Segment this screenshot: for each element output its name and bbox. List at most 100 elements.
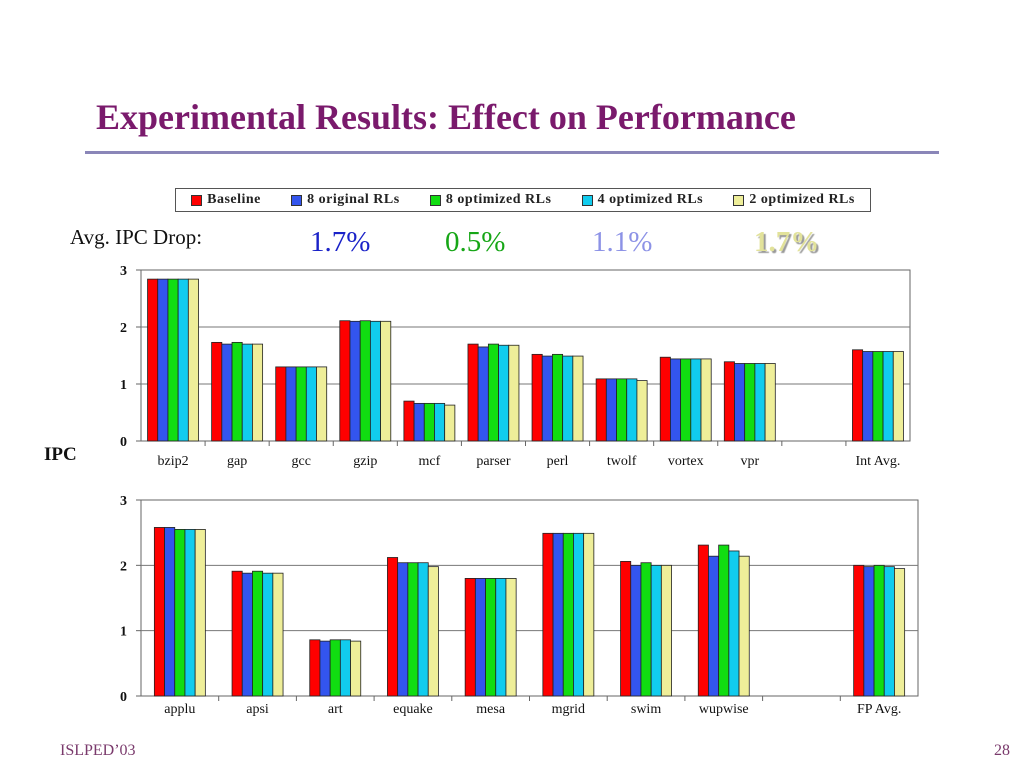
bar	[505, 578, 517, 697]
bar	[697, 544, 709, 697]
bar	[329, 639, 341, 697]
legend-label: 4 optimized RLs	[597, 192, 704, 207]
title-divider	[85, 151, 939, 154]
x-tick-label: vpr	[740, 454, 759, 469]
legend-label: 8 optimized RLs	[445, 192, 552, 207]
x-tick-label: gzip	[353, 454, 377, 469]
legend-item-2-optimized: 2 optimized RLs	[733, 192, 855, 208]
legend-item-8-original: 8 original RLs	[291, 192, 400, 208]
x-tick-label: perl	[547, 454, 569, 469]
bar	[636, 380, 648, 442]
x-tick-label: applu	[164, 702, 195, 717]
y-tick-label: 3	[120, 494, 127, 509]
bar	[467, 343, 479, 442]
legend-swatch	[191, 194, 203, 206]
bar	[605, 378, 617, 442]
bar	[241, 343, 253, 442]
x-tick-label: swim	[631, 702, 661, 717]
bar	[562, 532, 574, 697]
bar	[728, 550, 740, 697]
bar	[174, 529, 186, 697]
legend-swatch	[733, 194, 745, 206]
legend-label: 8 original RLs	[307, 192, 400, 207]
bar	[723, 361, 735, 442]
bar	[427, 566, 439, 697]
bar	[853, 564, 865, 697]
bar	[542, 532, 554, 697]
bar	[872, 351, 884, 442]
bar	[572, 355, 584, 442]
bar	[852, 349, 864, 442]
bar	[444, 404, 456, 442]
y-tick-label: 3	[120, 264, 127, 279]
bar	[892, 351, 904, 442]
chart-legend: Baseline 8 original RLs 8 optimized RLs …	[175, 188, 871, 212]
x-tick-label: parser	[476, 454, 511, 469]
bar	[734, 363, 746, 442]
bar	[640, 562, 652, 697]
bar	[883, 566, 895, 697]
bar	[541, 355, 553, 442]
x-tick-label: bzip2	[157, 454, 188, 469]
bar	[272, 572, 284, 697]
bar	[164, 527, 176, 697]
bar	[863, 566, 875, 697]
bar	[359, 320, 371, 442]
x-tick-label: art	[328, 702, 343, 717]
bar	[305, 366, 317, 442]
x-tick-label: mcf	[418, 454, 440, 469]
bar	[690, 358, 702, 442]
bar	[498, 344, 510, 442]
bar	[167, 278, 179, 442]
bar	[316, 366, 328, 442]
bar	[262, 572, 274, 697]
legend-swatch	[429, 194, 441, 206]
footer-conference: ISLPED’03	[60, 742, 136, 759]
drop-value-8-original: 1.7%	[310, 226, 371, 258]
bar	[241, 572, 253, 697]
bar	[650, 564, 662, 697]
bar	[434, 402, 446, 442]
x-tick-label: equake	[393, 702, 433, 717]
bar	[153, 527, 165, 697]
bar	[397, 562, 409, 697]
legend-item-baseline: Baseline	[191, 192, 261, 208]
bar	[309, 639, 321, 697]
bar	[626, 378, 638, 442]
legend-item-8-optimized: 8 optimized RLs	[429, 192, 552, 208]
x-tick-label: gap	[227, 454, 247, 469]
bar	[417, 562, 429, 697]
bar	[211, 341, 223, 442]
bar	[339, 639, 351, 697]
bar	[474, 578, 486, 697]
page-number: 28	[994, 742, 1010, 759]
bar	[754, 363, 766, 442]
bar	[595, 378, 607, 442]
y-tick-label: 1	[120, 378, 127, 393]
legend-label: Baseline	[207, 192, 261, 207]
bar	[670, 358, 682, 442]
y-tick-label: 2	[120, 559, 127, 574]
bar	[464, 578, 476, 697]
bar	[531, 353, 543, 442]
x-tick-label: apsi	[246, 702, 269, 717]
bar	[894, 568, 906, 697]
bar	[508, 344, 520, 442]
avg-ipc-drop-label: Avg. IPC Drop:	[70, 225, 203, 249]
bar	[738, 555, 750, 697]
bar	[573, 532, 585, 697]
bar	[369, 320, 381, 442]
bar	[708, 555, 720, 697]
bar	[349, 320, 361, 442]
bar	[764, 363, 776, 442]
bar	[680, 358, 692, 442]
bar	[477, 346, 489, 442]
y-axis-label: IPC	[44, 444, 77, 465]
bar	[194, 529, 206, 697]
bar	[423, 402, 435, 442]
bar	[187, 278, 199, 442]
bar	[285, 366, 297, 442]
bar	[380, 320, 392, 442]
bar	[231, 570, 243, 697]
